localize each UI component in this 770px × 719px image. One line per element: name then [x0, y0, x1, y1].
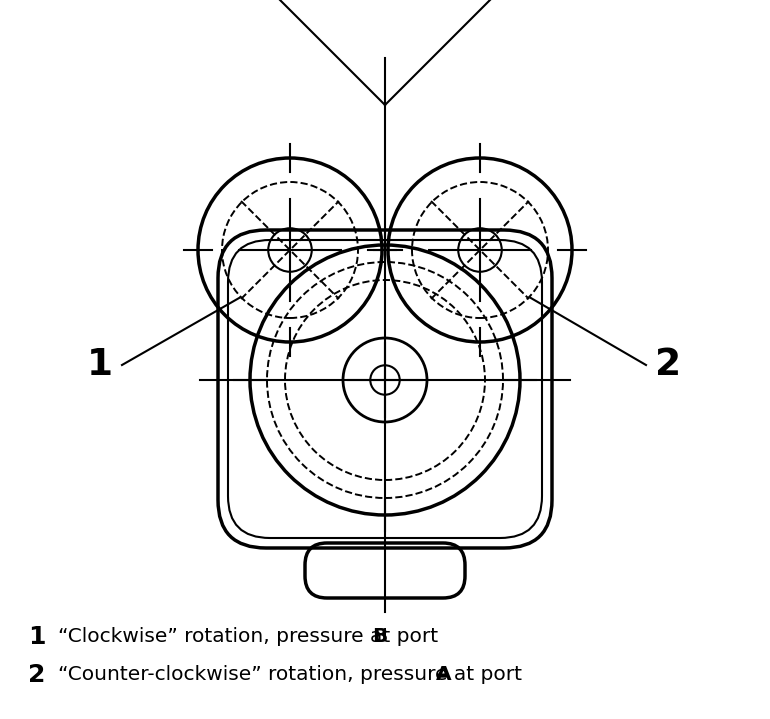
Text: 2: 2	[28, 663, 45, 687]
Text: “Counter-clockwise” rotation, pressure at port: “Counter-clockwise” rotation, pressure a…	[58, 666, 528, 684]
Text: B: B	[372, 628, 387, 646]
Text: 1: 1	[87, 347, 113, 383]
Text: “Clockwise” rotation, pressure at port: “Clockwise” rotation, pressure at port	[58, 628, 444, 646]
Text: A: A	[437, 666, 452, 684]
Text: 1: 1	[28, 625, 45, 649]
Text: 2: 2	[655, 347, 681, 383]
